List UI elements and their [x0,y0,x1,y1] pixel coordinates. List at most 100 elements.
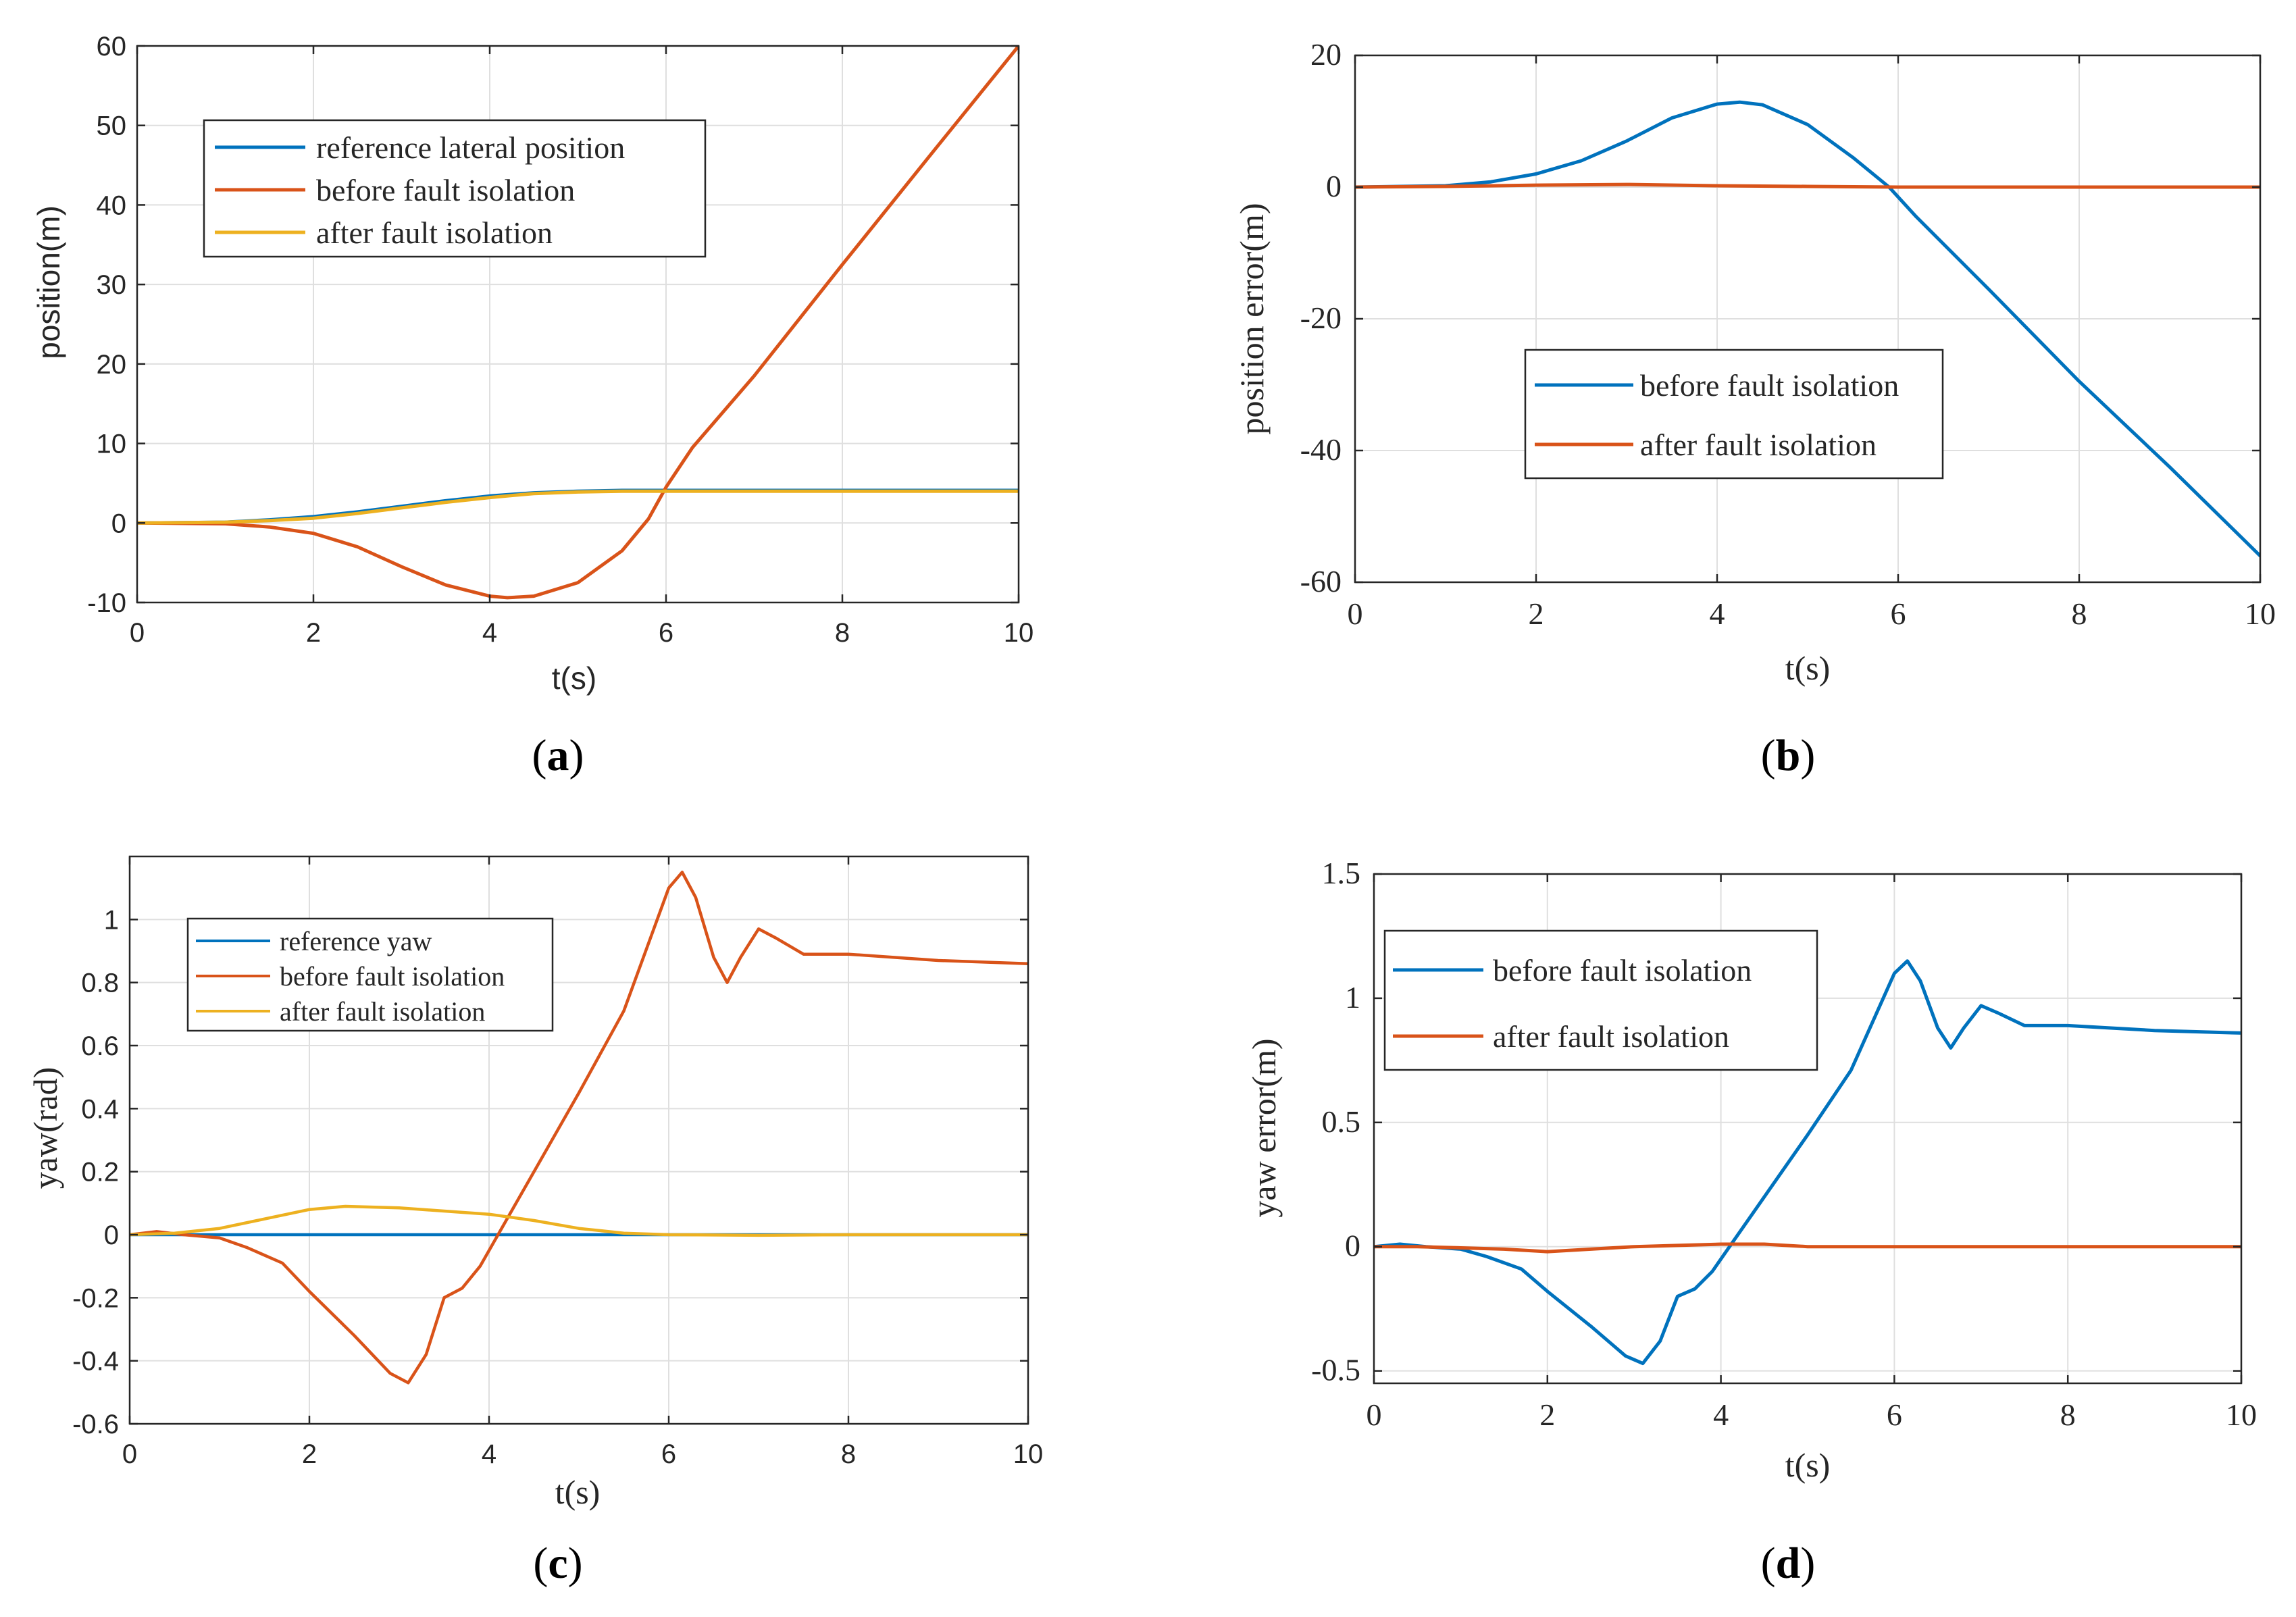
panel-b-xtick-label-2: 4 [1710,596,1725,631]
panel-d-legend-box [1383,929,1818,1071]
panel-d-xtick-label-5: 10 [2226,1397,2257,1432]
panel-c-caption: (c) [533,1539,582,1588]
panel-a-legend-label-1: before fault isolation [316,173,575,207]
panel-a-ytick-label-5: 40 [97,190,127,220]
panel-b-caption-letter: b [1776,731,1801,780]
panel-b-ytick-label-3: 0 [1326,169,1342,203]
panel-d-ytick-label-1: 0 [1345,1229,1360,1263]
panel-c-legend-label-0: reference yaw [280,926,432,956]
panel-d-legend: before fault isolation after fault isola… [1383,929,1818,1071]
panel-a-xticks: 0 2 4 6 8 10 [130,46,1034,648]
panel-b: 0 2 4 6 8 10 -60 -40 -20 0 20 t(s) position error… [1233,37,2276,780]
panel-a-legend-label-2: after fault isolation [316,215,553,250]
panel-a-ytick-label-1: 0 [111,509,126,538]
panel-c-ytick-label-7: 0.8 [81,969,119,998]
panel-b-caption: (b) [1761,731,1816,780]
panel-a-ytick-label-0: -10 [87,588,126,618]
panel-c-frame [128,855,1029,1425]
panel-a-xtick-label-0: 0 [130,618,145,648]
panel-c-ytick-label-2: -0.2 [72,1283,119,1313]
panel-c-legend: reference yaw before fault isolation aft… [186,917,554,1032]
panel-d-xlabel: t(s) [1785,1446,1831,1484]
panel-c-legend-label-1: before fault isolation [280,961,505,992]
panel-b-yticks: -60 -40 -20 0 20 [1300,37,2260,598]
panel-b-xlabel: t(s) [1785,649,1831,687]
panel-d-xticks: 0 2 4 6 8 10 [1367,874,2257,1432]
panel-d-xtick-label-0: 0 [1367,1397,1382,1432]
panel-d-ytick-label-4: 1.5 [1322,856,1361,890]
panel-c-ytick-label-3: 0 [104,1221,119,1250]
panel-c-xtick-label-3: 6 [661,1439,676,1469]
panel-c-ytick-label-8: 1 [104,905,119,935]
panel-c-ylabel: yaw(rad) [26,1067,64,1189]
panel-c-ytick-label-0: -0.6 [72,1410,119,1439]
panel-d: 0 2 4 6 8 10 -0.500.511.5 t(s) yaw error(m) b… [1245,856,2257,1588]
panel-c-xlabel: t(s) [555,1473,601,1511]
panel-b-ylabel: position error(m) [1233,203,1271,435]
panel-b-xtick-label-1: 2 [1529,596,1544,631]
panel-d-caption: (d) [1761,1539,1816,1588]
panel-a-series-1-line [137,46,1019,600]
panel-c-ytick-label-6: 0.6 [81,1031,119,1061]
panel-a-frame [136,45,1020,604]
panel-b-xtick-label-5: 10 [2245,596,2276,631]
panel-c-xtick-label-1: 2 [302,1439,317,1469]
panel-d-frame [1373,873,2243,1385]
panel-a-xtick-label-1: 2 [306,618,321,648]
panel-a-yticks: -10 0 10 20 30 40 50 60 [87,32,1019,618]
panel-d-xtick-label-3: 6 [1887,1397,1902,1432]
panel-b-grid [1354,55,2261,583]
panel-d-ytick-label-2: 0.5 [1322,1104,1361,1139]
panel-b-series [1355,100,2260,558]
panel-b-xtick-label-4: 8 [2072,596,2087,631]
panel-a-ytick-label-6: 50 [97,111,127,141]
panel-c-ytick-label-4: 0.2 [81,1158,119,1187]
panel-a-caption-letter: a [547,731,569,780]
panel-a-series-0-line [137,488,1019,525]
panel-b-legend-label-0: before fault isolation [1640,368,1899,403]
panel-d-ylabel: yaw error(m) [1245,1038,1283,1217]
panel-a-xtick-label-5: 10 [1004,618,1034,648]
panel-a-ytick-label-3: 20 [97,350,127,380]
panel-c: 0 2 4 6 8 10 -0.6-0.4-0.200.20.40.60.81 t(s) … [26,855,1043,1588]
panel-c-xtick-label-4: 8 [841,1439,856,1469]
panel-a-ylabel: position(m) [31,205,66,359]
panel-c-xtick-label-5: 10 [1013,1439,1044,1469]
panel-b-ytick-label-2: -20 [1300,301,1342,335]
panel-b-xtick-label-3: 6 [1891,596,1906,631]
panel-a-legend: reference lateral position before fault … [203,119,707,258]
panel-b-xtick-label-0: 0 [1348,596,1363,631]
panel-b-series-0-line [1355,100,2260,558]
panel-a-xtick-label-4: 8 [835,618,850,648]
panel-d-xtick-label-4: 8 [2060,1397,2076,1432]
panel-b-xticks: 0 2 4 6 8 10 [1348,55,2276,631]
panel-d-legend-label-1: after fault isolation [1493,1019,1729,1054]
panel-d-series-1-line [1374,1242,2241,1254]
panel-a-series [137,46,1019,600]
panel-c-series-2-line [130,1204,1028,1237]
panel-b-legend-label-1: after fault isolation [1640,428,1877,462]
panel-a-series-2-line [137,489,1019,525]
panel-a-xlabel: t(s) [552,661,596,696]
panel-a-ytick-label-2: 10 [97,430,127,459]
panel-b-ytick-label-4: 20 [1310,37,1342,72]
panel-c-yticks: -0.6 -0.4 -0.2 0 0.2 0.4 0.6 0.8 1 [72,905,1028,1439]
panel-d-ytick-label-0: -0.5 [1311,1353,1360,1387]
panel-c-xtick-label-0: 0 [122,1439,137,1469]
panel-a-xtick-label-2: 4 [482,618,497,648]
panel-c-series [130,871,1028,1385]
panel-c-legend-label-2: after fault isolation [280,996,485,1027]
panel-c-ytick-label-5: 0.4 [81,1094,119,1124]
panel-c-ytick-label-1: -0.4 [72,1347,119,1377]
panel-c-xticks: 0 2 4 6 8 10 [122,856,1043,1469]
panel-a-ytick-label-4: 30 [97,270,127,300]
panel-b-ytick-label-0: -60 [1300,564,1342,598]
panel-b-ytick-label-1: -40 [1300,432,1342,467]
panel-d-ytick-label-3: 1 [1345,980,1360,1015]
panel-c-xtick-label-2: 4 [482,1439,496,1469]
panel-c-series-1-line [130,871,1028,1385]
panel-b-series-1-line [1355,182,2260,189]
panel-b-legend-box [1524,349,1944,480]
